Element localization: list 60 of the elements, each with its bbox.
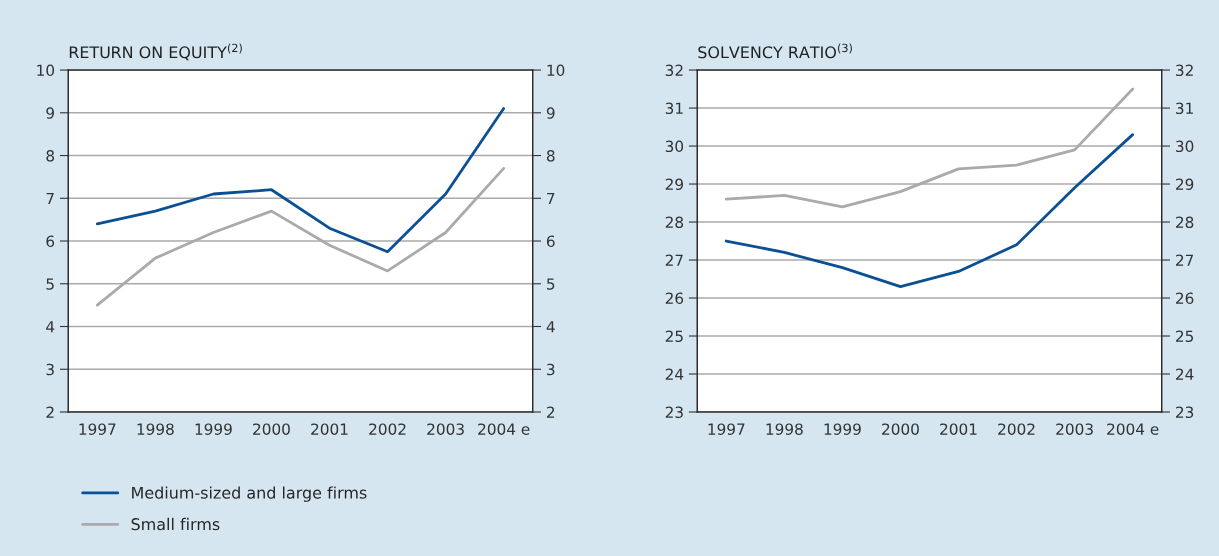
x-tick-label: 2002	[369, 423, 406, 435]
x-tick-label: 2003	[1056, 423, 1093, 435]
x-tick-label: 1999	[195, 423, 232, 435]
line-series	[724, 133, 1135, 289]
y2-tick-label: 30	[1176, 140, 1194, 153]
x-tick-label: 1997	[708, 423, 745, 435]
y-tick-label: 3	[46, 363, 54, 376]
y-tick-label: 6	[46, 235, 55, 248]
y2-tick-label: 4	[546, 321, 555, 333]
x-tick-label: 1999	[824, 423, 861, 435]
y2-tick-label: 2	[547, 406, 555, 418]
y-tick-label: 26	[665, 292, 684, 305]
y-tick-label: 4	[46, 321, 55, 333]
x-tick-label: 2003	[427, 423, 464, 435]
y2-tick-label: 24	[1176, 368, 1194, 380]
line-series	[95, 107, 506, 254]
y-tick-label: 5	[46, 278, 54, 290]
x-tick-label: 2000	[882, 423, 919, 435]
y2-tick-label: 9	[546, 107, 555, 119]
chart-title: RETURN ON EQUITY$^{(2)}$	[69, 43, 242, 61]
y2-tick-label: 23	[1176, 406, 1194, 419]
y2-tick-label: 31	[1176, 102, 1193, 115]
y2-tick-label: 26	[1176, 292, 1194, 305]
x-tick-label: 1997	[79, 423, 116, 435]
chart-title: SOLVENCY RATIO$^{(3)}$	[698, 43, 852, 59]
y-tick-label: 23	[665, 406, 683, 419]
legend-label: Medium-sized and large firms	[132, 486, 367, 502]
y-tick-label: 24	[665, 368, 684, 380]
y-tick-label: 8	[46, 150, 55, 162]
y-tick-label: 10	[37, 64, 55, 77]
y2-tick-label: 8	[546, 150, 555, 162]
x-tick-label: 1998	[137, 423, 174, 435]
x-tick-label: 2004 e	[1107, 423, 1159, 435]
y2-tick-label: 29	[1176, 178, 1194, 191]
y-tick-label: 25	[665, 330, 683, 343]
x-tick-label: 2001	[940, 423, 977, 435]
y-tick-label: 2	[46, 406, 54, 418]
x-tick-label: 1998	[766, 423, 803, 435]
y-tick-label: 32	[665, 64, 683, 77]
y2-tick-label: 28	[1176, 216, 1194, 229]
y2-tick-label: 5	[547, 278, 555, 290]
y-tick-label: 30	[665, 140, 684, 153]
y-tick-label: 29	[665, 178, 683, 191]
y-tick-label: 28	[665, 216, 684, 229]
y2-tick-label: 6	[546, 235, 555, 248]
y2-tick-label: 7	[547, 192, 555, 205]
legend-label: Small firms	[131, 517, 220, 531]
y2-tick-label: 27	[1176, 254, 1194, 266]
y2-tick-label: 10	[547, 64, 565, 77]
y2-tick-label: 25	[1176, 330, 1194, 343]
y2-tick-label: 3	[547, 363, 555, 376]
x-tick-label: 2001	[311, 423, 348, 435]
y2-tick-label: 32	[1176, 64, 1193, 77]
y-tick-label: 31	[665, 102, 683, 115]
y-tick-label: 9	[46, 107, 54, 119]
x-tick-label: 2000	[253, 423, 290, 435]
x-tick-label: 2004 e	[478, 423, 530, 435]
y-tick-label: 7	[46, 192, 54, 205]
y-tick-label: 27	[665, 254, 683, 266]
x-tick-label: 2002	[998, 423, 1035, 435]
